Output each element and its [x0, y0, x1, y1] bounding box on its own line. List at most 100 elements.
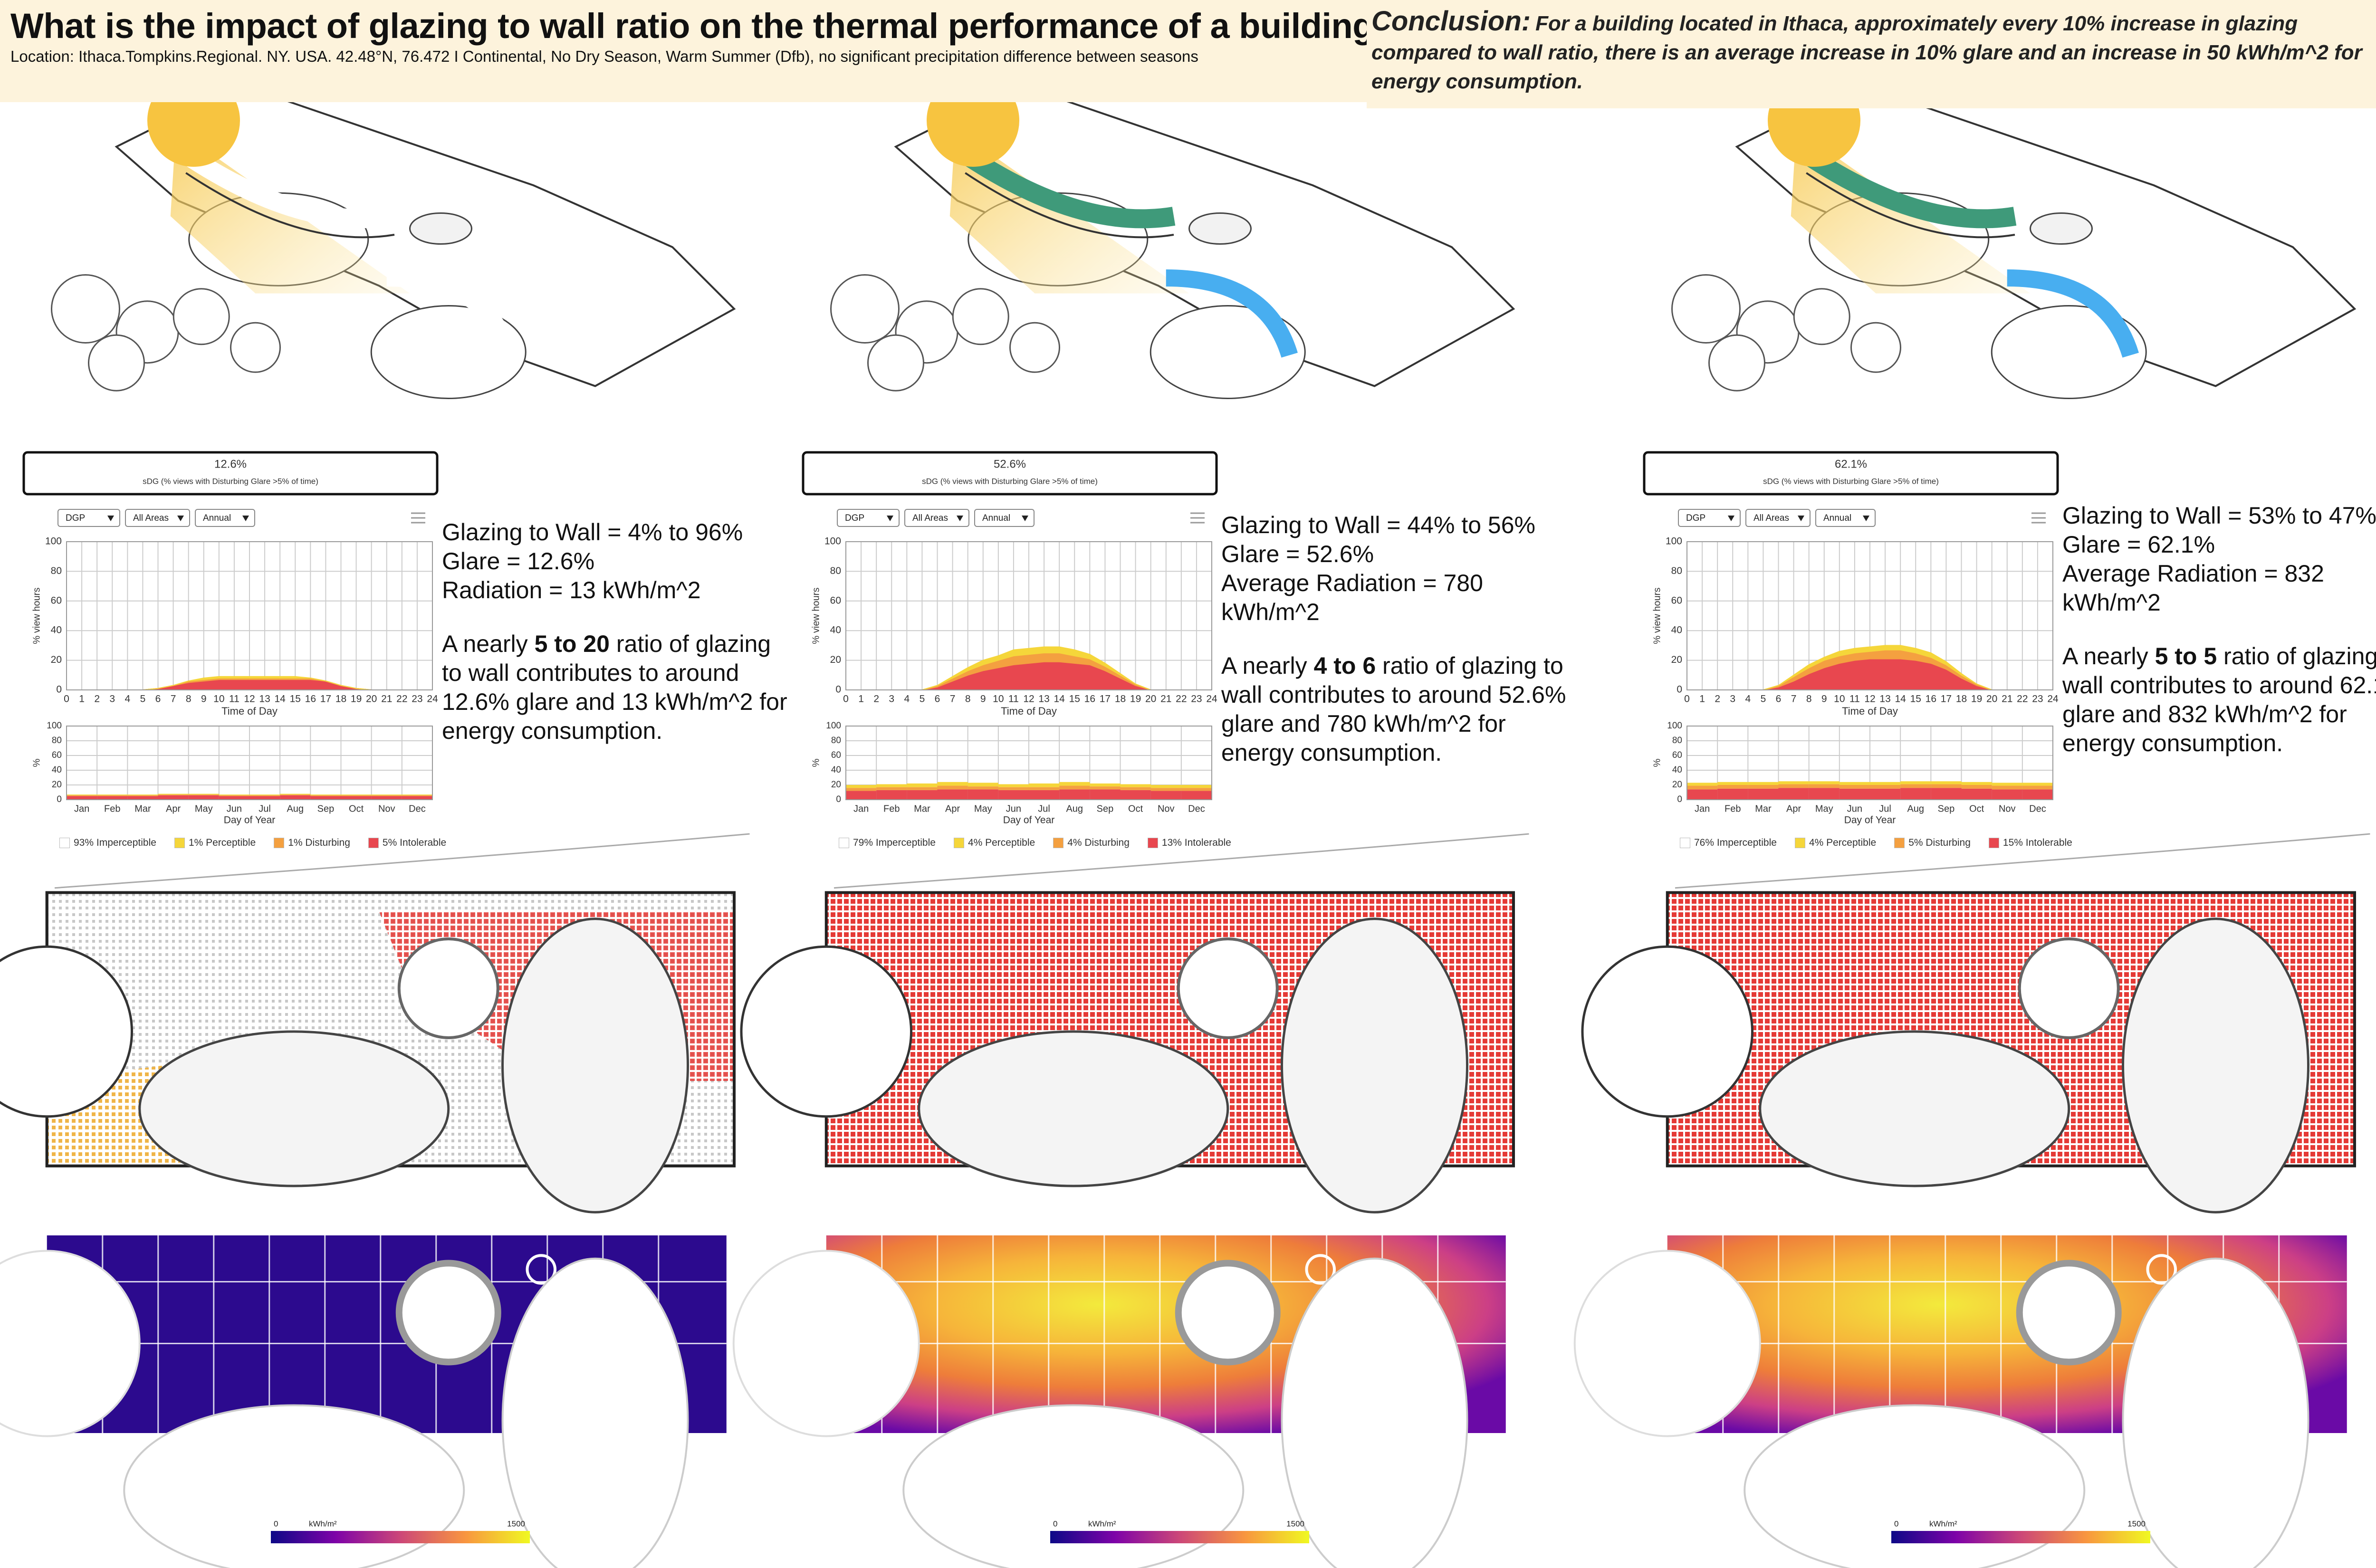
x-tick-label: Mar [914, 803, 930, 814]
plot-frame [66, 541, 433, 690]
glare-bar [67, 794, 97, 795]
x-tick-label: 3 [1730, 694, 1735, 705]
y-tick-label: 80 [51, 565, 62, 576]
tree [1671, 274, 1741, 344]
dropdown[interactable] [1815, 509, 1876, 527]
rotunda [2016, 1260, 2122, 1366]
glare-bar [1870, 782, 1901, 785]
note: A nearly 4 to 6 ratio of glazing to wall… [1221, 651, 1575, 767]
dropdown[interactable] [195, 509, 255, 527]
glare-bar [1717, 788, 1748, 800]
rotunda [397, 937, 499, 1039]
cutout [732, 1250, 920, 1437]
glare-bar [998, 787, 1029, 790]
glare-bar [1120, 784, 1151, 787]
glare-bar [1717, 785, 1748, 789]
x-tick-label: 20 [366, 694, 377, 705]
legend-item: 4% Perceptible [1794, 837, 1877, 849]
x-tick-label: 23 [2032, 694, 2043, 705]
sdg-label: sDG (% views with Disturbing Glare >5% o… [143, 477, 318, 486]
dropdown[interactable] [125, 509, 190, 527]
glazing-strip [2007, 269, 2139, 358]
stair [1305, 1254, 1336, 1285]
sdg-value: 12.6% [214, 458, 247, 470]
x-tick-label: 7 [1791, 694, 1797, 705]
glare-area [1687, 658, 2053, 690]
x-axis-label: Day of Year [1003, 815, 1055, 826]
rotunda [2030, 212, 2093, 245]
y-tick-label: 20 [831, 780, 841, 790]
legend: 79% Imperceptible 4% Perceptible 4% Distur… [839, 837, 1231, 849]
glazing-strip-edge [965, 172, 1174, 239]
x-axis-label: Time of Day [1842, 705, 1898, 717]
y-tick-label: 80 [52, 736, 62, 746]
plot-frame [1686, 541, 2053, 690]
sun-rays [1791, 93, 2031, 294]
y-tick-label: 0 [57, 794, 62, 804]
glare-bar [67, 796, 97, 800]
legend-label: 4% Perceptible [1809, 837, 1877, 848]
cutout [1573, 1250, 1761, 1437]
dropdown[interactable] [974, 509, 1035, 527]
colorbar-unit: kWh/m² [309, 1519, 337, 1528]
glare-bar [188, 794, 219, 795]
x-tick-label: 23 [1191, 694, 1202, 705]
plan-outline [834, 833, 1529, 889]
x-tick-label: 1 [79, 694, 85, 705]
glare-bar [249, 795, 280, 796]
x-tick-label: 4 [125, 694, 130, 705]
glare-bar [371, 796, 402, 800]
legend-item: 4% Perceptible [953, 837, 1035, 849]
colorbar-unit: kWh/m² [1088, 1519, 1116, 1528]
x-tick-label: 3 [109, 694, 115, 705]
plot-frame [845, 726, 1212, 800]
note: A nearly 5 to 20 ratio of glazing to wal… [442, 630, 796, 746]
glare-area [846, 646, 1212, 690]
glare-bar [2022, 785, 2053, 790]
x-tick-label: Nov [378, 803, 395, 814]
courtyard [138, 1030, 450, 1187]
sun-rays [949, 93, 1189, 294]
courtyard [370, 305, 527, 399]
note-ratio: 5 to 20 [534, 631, 610, 657]
dropdown[interactable] [837, 509, 900, 527]
x-tick-label: 24 [427, 694, 438, 705]
y-tick-label: 60 [1672, 750, 1682, 760]
tree [1850, 322, 1901, 373]
sdg-value: 62.1% [1835, 458, 1867, 470]
courtyard [1744, 1404, 2086, 1568]
tree [830, 274, 900, 344]
dropdown[interactable] [1745, 509, 1811, 527]
x-tick-label: 10 [1834, 694, 1845, 705]
y-tick-label: 20 [1672, 780, 1682, 790]
legend-label: 15% Intolerable [2002, 837, 2072, 848]
legend-label: 13% Intolerable [1161, 837, 1231, 848]
glare-bar [1992, 789, 2022, 800]
tree [88, 334, 145, 392]
glare-bar [907, 787, 938, 790]
glazing-strip [1166, 269, 1298, 358]
x-tick-label: 8 [186, 694, 192, 705]
dropdown[interactable] [57, 509, 120, 527]
axonometric-view [1671, 74, 2357, 399]
x-tick-label: 22 [2017, 694, 2028, 705]
y-tick-label: 100 [826, 721, 841, 731]
y-tick-label: 20 [1671, 654, 1682, 665]
legend-item: 79% Imperceptible [839, 837, 936, 849]
dropdown[interactable] [1678, 509, 1741, 527]
glare-bar [1748, 782, 1779, 785]
glare-bar [97, 795, 128, 796]
colorbar [271, 1531, 530, 1543]
location-line: Location: Ithaca.Tompkins.Regional. NY. … [10, 48, 1198, 65]
y-tick-label: 40 [52, 765, 62, 775]
legend-swatch [953, 838, 964, 849]
y-tick-label: 80 [1672, 736, 1682, 746]
x-tick-label: 10 [993, 694, 1004, 705]
panel: 62.1% sDG (% views with Disturbing Glare … [1573, 74, 2370, 1568]
legend-item: 5% Intolerable [368, 837, 446, 849]
sdg-label: sDG (% views with Disturbing Glare >5% o… [1763, 477, 1939, 486]
glare-bar [249, 796, 280, 800]
y-tick-label: 80 [1671, 565, 1682, 576]
dropdown[interactable] [904, 509, 969, 527]
y-tick-label: 40 [1672, 765, 1682, 775]
